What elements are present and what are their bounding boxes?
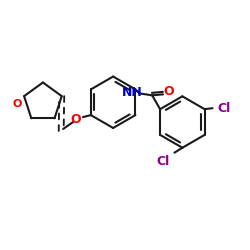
Text: NH: NH [122,86,143,99]
Text: Cl: Cl [218,102,231,115]
Text: O: O [164,85,174,98]
Text: O: O [12,99,22,109]
Text: O: O [71,112,81,126]
Text: Cl: Cl [156,155,169,168]
